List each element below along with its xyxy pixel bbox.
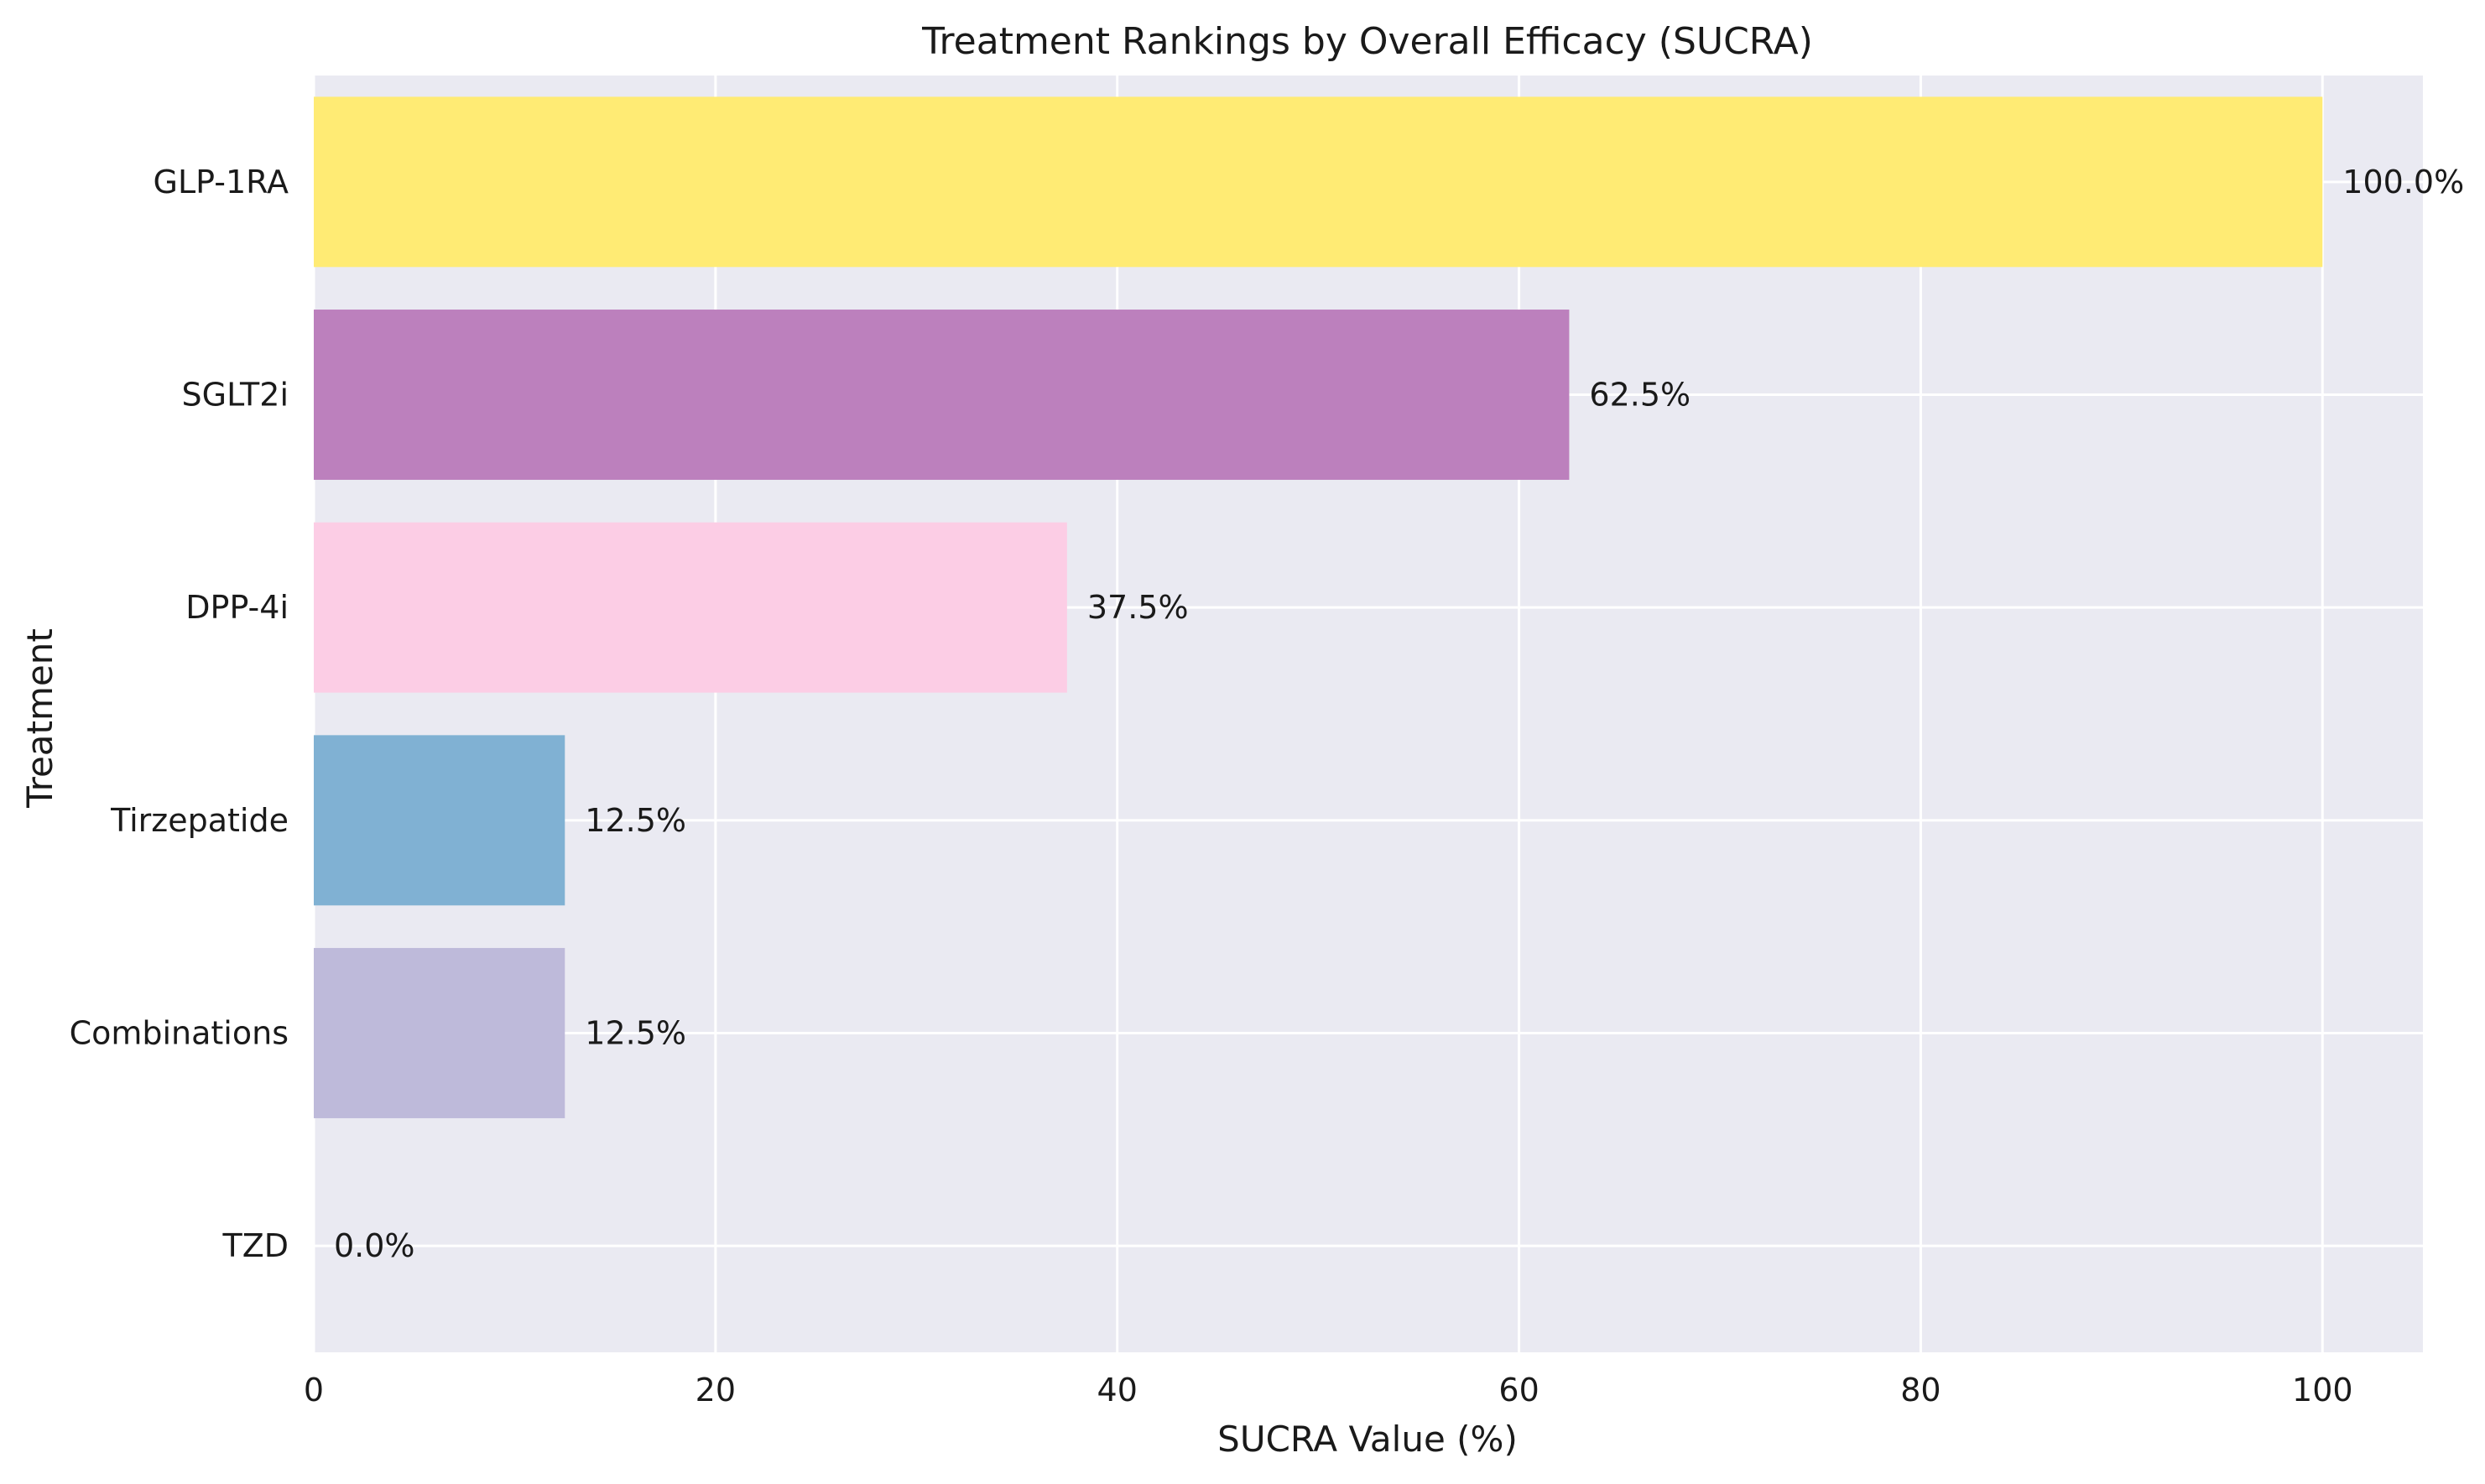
plot-background — [314, 76, 2423, 1352]
y-axis-label: Treatment — [19, 628, 60, 809]
data-label: 0.0% — [334, 1227, 415, 1264]
x-tick-label: 80 — [1900, 1372, 1941, 1408]
data-label: 37.5% — [1087, 589, 1189, 626]
data-label: 12.5% — [585, 802, 686, 839]
x-tick-labels: 0 20 40 60 80 100 — [304, 1372, 2353, 1408]
y-tick-label: DPP-4i — [185, 589, 289, 626]
chart-title: Treatment Rankings by Overall Efficacy (… — [921, 20, 1813, 63]
y-tick-label: SGLT2i — [182, 377, 289, 414]
x-tick-label: 100 — [2292, 1372, 2353, 1408]
x-tick-label: 0 — [304, 1372, 324, 1408]
x-tick-label: 40 — [1097, 1372, 1138, 1408]
data-label: 100.0% — [2342, 164, 2464, 200]
x-tick-label: 20 — [695, 1372, 736, 1408]
data-label: 12.5% — [585, 1015, 686, 1052]
bar — [314, 96, 2323, 268]
y-tick-label: Combinations — [70, 1015, 289, 1052]
bar — [314, 735, 565, 906]
y-tick-label: Tirzepatide — [110, 802, 289, 839]
x-tick-label: 60 — [1498, 1372, 1539, 1408]
data-label: 62.5% — [1589, 377, 1691, 414]
bar — [314, 948, 565, 1118]
x-axis-label: SUCRA Value (%) — [1217, 1419, 1518, 1460]
y-tick-labels: GLP-1RA SGLT2i DPP-4i Tirzepatide Combinatio… — [70, 164, 289, 1264]
bar — [314, 522, 1067, 693]
bar — [314, 310, 1570, 480]
y-tick-label: GLP-1RA — [154, 164, 289, 200]
y-tick-label: TZD — [221, 1227, 289, 1264]
bars — [314, 96, 2323, 1118]
value-labels: 100.0% 62.5% 37.5% 12.5% 12.5% 0.0% — [334, 164, 2464, 1264]
